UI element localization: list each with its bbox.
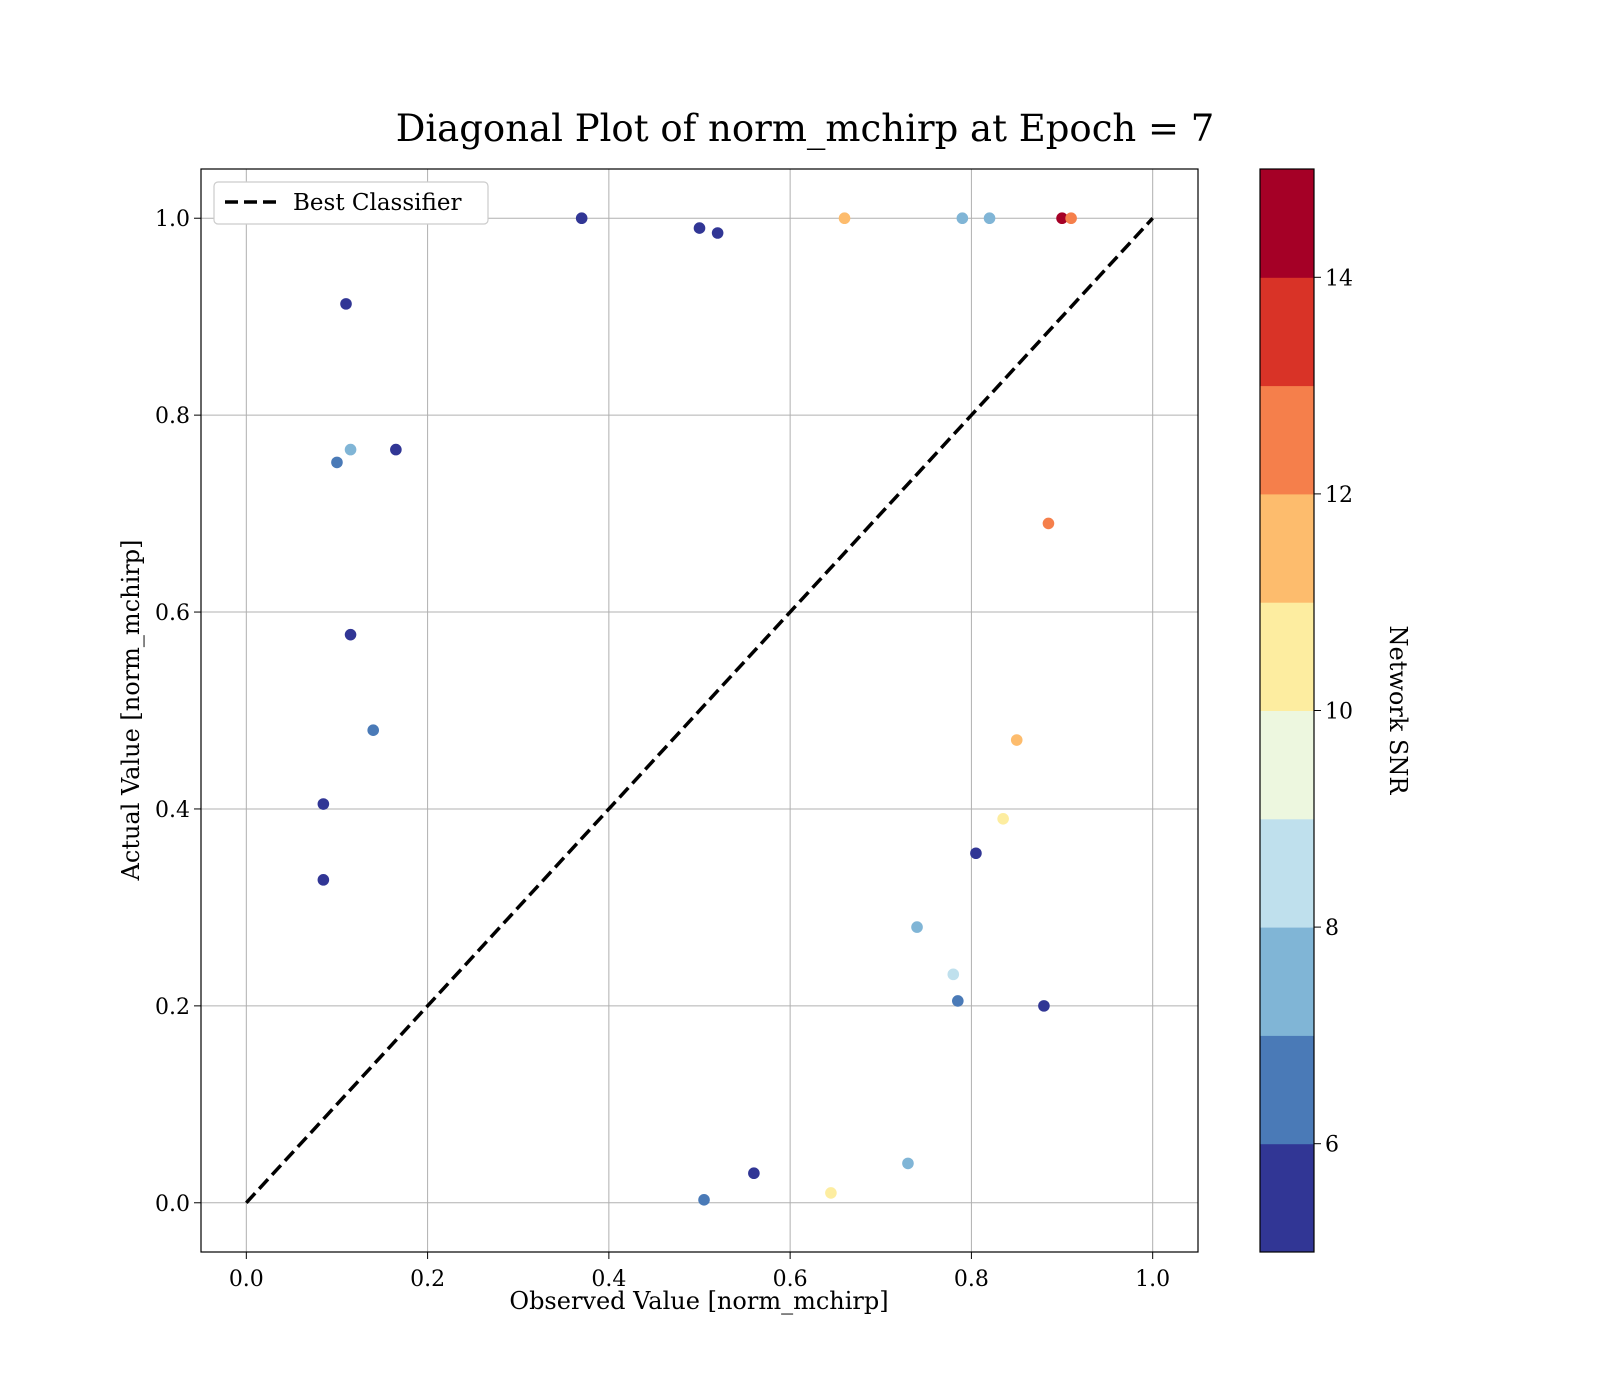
scatter-point xyxy=(390,443,402,456)
x-tick-label: 0.4 xyxy=(591,1267,626,1292)
colorbar-bin xyxy=(1260,818,1314,928)
colorbar-bin xyxy=(1260,710,1314,820)
y-tick-label: 0.0 xyxy=(155,1192,190,1217)
colorbar-bin xyxy=(1260,493,1314,603)
colorbar-bin xyxy=(1260,1035,1314,1145)
colorbar-tick-label: 10 xyxy=(1325,700,1353,725)
colorbar-label: Network SNR xyxy=(1384,626,1412,796)
scatter-point xyxy=(575,212,588,225)
y-tick-label: 0.6 xyxy=(155,601,190,626)
y-tick-label: 0.4 xyxy=(155,798,190,823)
x-axis-label: Observed Value [norm_mchirp] xyxy=(509,1287,888,1315)
x-tick-label: 0.6 xyxy=(773,1267,808,1292)
scatter-point xyxy=(344,628,357,641)
scatter-point xyxy=(1042,517,1055,530)
colorbar-tick-label: 8 xyxy=(1325,916,1339,941)
colorbar xyxy=(1260,169,1314,1253)
scatter-point xyxy=(970,847,982,860)
scatter-point xyxy=(956,212,969,225)
scatter-point xyxy=(911,921,923,933)
scatter-points xyxy=(317,212,1077,1206)
scatter-point xyxy=(983,212,996,225)
scatter-point xyxy=(367,724,380,736)
y-tick-label: 1.0 xyxy=(155,207,190,232)
colorbar-ticks: 6 8 10 12 14 xyxy=(1314,266,1353,1158)
colorbar-bin xyxy=(1260,1143,1314,1253)
scatter-point xyxy=(317,798,330,810)
scatter-point xyxy=(947,968,960,981)
scatter-point xyxy=(693,222,706,234)
scatter-point xyxy=(698,1194,710,1206)
legend-entry-best-classifier: Best Classifier xyxy=(293,190,461,216)
scatter-point xyxy=(317,874,330,886)
scatter-point xyxy=(711,227,724,239)
scatter-point xyxy=(1038,1000,1050,1012)
scatter-point xyxy=(997,813,1009,825)
scatter-point xyxy=(340,298,352,310)
colorbar-bin xyxy=(1260,277,1314,387)
x-tick-label: 0.8 xyxy=(954,1267,989,1292)
y-tick-label: 0.8 xyxy=(155,404,190,429)
y-tick-label: 0.2 xyxy=(155,995,190,1020)
x-tick-label: 0.0 xyxy=(229,1267,264,1292)
colorbar-tick-label: 12 xyxy=(1325,483,1353,508)
best-classifier-line xyxy=(245,217,1154,1204)
legend-box xyxy=(213,181,489,225)
colorbar-tick-label: 14 xyxy=(1325,266,1353,291)
scatter-point xyxy=(1010,734,1023,746)
y-axis-ticks: 0.0 0.2 0.4 0.6 0.8 1.0 xyxy=(155,207,201,1217)
scatter-point xyxy=(344,443,357,456)
plot-frame xyxy=(200,168,1199,1253)
scatter-point xyxy=(838,212,851,225)
scatter-point xyxy=(331,456,343,469)
scatter-point xyxy=(1056,212,1068,225)
colorbar-tick-label: 6 xyxy=(1325,1133,1339,1158)
y-axis-label: Actual Value [norm_mchirp] xyxy=(117,540,145,882)
scatter-point xyxy=(952,995,964,1007)
colorbar-bin xyxy=(1260,927,1314,1036)
scatter-point xyxy=(1065,212,1077,225)
scatter-point xyxy=(748,1167,760,1180)
colorbar-bin xyxy=(1260,385,1314,495)
x-tick-label: 0.2 xyxy=(410,1267,445,1292)
scatter-point xyxy=(902,1157,914,1170)
scatter-point xyxy=(825,1187,837,1199)
chart-title: Diagonal Plot of norm_mchirp at Epoch = … xyxy=(396,107,1215,151)
x-axis-ticks: 0.0 0.2 0.4 0.6 0.8 1.0 xyxy=(229,1252,1170,1292)
colorbar-bin xyxy=(1260,602,1314,711)
x-tick-label: 1.0 xyxy=(1135,1267,1170,1292)
legend: Best Classifier xyxy=(213,181,489,225)
colorbar-bin xyxy=(1260,169,1314,278)
